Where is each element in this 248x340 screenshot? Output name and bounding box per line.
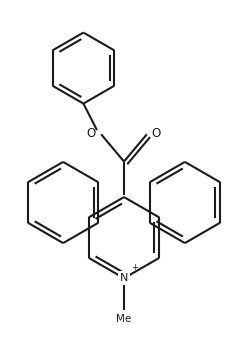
Text: O: O (151, 127, 160, 140)
Text: N: N (120, 273, 128, 283)
Text: +: + (132, 263, 138, 272)
Text: O: O (87, 127, 96, 140)
Text: Me: Me (116, 314, 132, 324)
